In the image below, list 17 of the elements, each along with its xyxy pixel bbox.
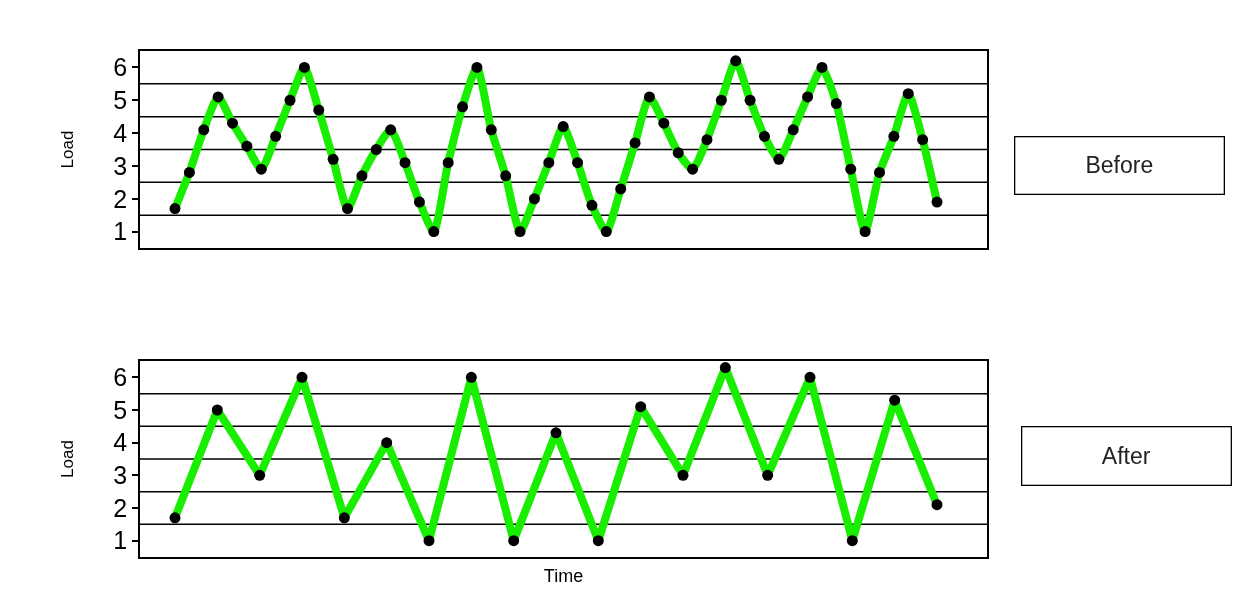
y-tick-label: 1 — [113, 217, 128, 246]
y-tick-label: 3 — [113, 151, 128, 180]
y-tick-label: 4 — [113, 118, 128, 147]
text: Before — [1085, 152, 1154, 179]
y-tick-label: 3 — [113, 461, 128, 490]
y-tick-label: 6 — [113, 53, 128, 82]
y-tick-label: 1 — [113, 526, 128, 555]
y-tick-label: 2 — [113, 184, 128, 213]
y-axis-title: Load — [58, 440, 78, 478]
y-axis-title: Load — [58, 130, 78, 169]
y-tick-label: 6 — [113, 363, 128, 392]
y-tick-label: 4 — [113, 428, 128, 457]
text: After — [1101, 442, 1151, 469]
y-tick-label: 2 — [113, 493, 128, 522]
x-axis-title: Time — [543, 566, 584, 587]
y-tick-label: 5 — [113, 395, 128, 424]
y-tick-label: 5 — [113, 86, 128, 114]
